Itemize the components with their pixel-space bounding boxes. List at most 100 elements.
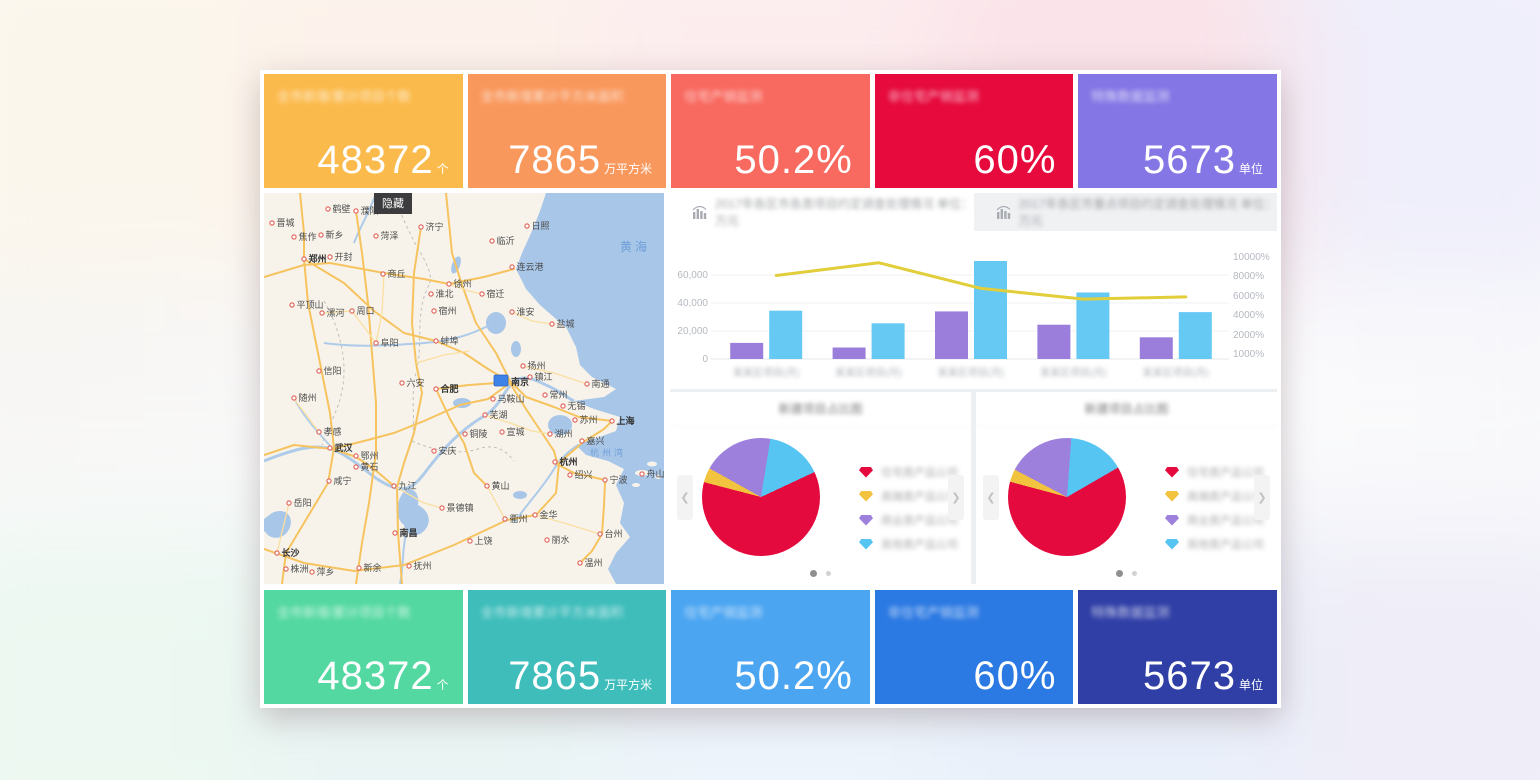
legend-item[interactable]: 其他类产品公司 [1165, 536, 1264, 552]
stat-title: 全市新增/累计项目个数 [277, 89, 411, 104]
city-label: 嘉兴 [587, 435, 605, 446]
stat-value: 50.2% [734, 654, 853, 698]
legend-item[interactable]: 商业类产品公司 [859, 512, 958, 528]
legend-item[interactable]: 商业类产品公司 [1165, 512, 1264, 528]
stat-card: 特殊数据监测 5673 单位 [1078, 590, 1277, 704]
city-label: 温州 [585, 558, 603, 568]
bar-blue[interactable] [974, 261, 1007, 359]
stat-title: 特殊数据监测 [1091, 89, 1170, 104]
legend-gem-icon [859, 490, 873, 502]
carousel-next-button[interactable]: ❯ [948, 475, 964, 520]
city-marker [356, 565, 362, 571]
city-label: 抚州 [414, 560, 432, 571]
stat-title: 全市新增累计平方米面积 [480, 89, 624, 104]
city-label: 商丘 [388, 268, 406, 279]
city-label: 蚌埠 [441, 335, 459, 346]
city-marker [291, 395, 297, 401]
city-marker [527, 374, 533, 380]
city-label: 无锡 [568, 401, 586, 411]
carousel-prev-button[interactable]: ❮ [983, 475, 999, 520]
stat-unit: 万平方米 [604, 162, 653, 176]
svg-text:8000%: 8000% [1233, 271, 1264, 282]
legend-gem-icon [1165, 538, 1179, 550]
bar-blue[interactable] [769, 310, 803, 359]
city-marker [380, 271, 386, 277]
city-label: 孝感 [324, 426, 342, 437]
carousel-dot-active[interactable] [1116, 570, 1123, 577]
legend-item[interactable]: 高端类产品公司 [1165, 488, 1264, 504]
bar-chart-icon [692, 205, 707, 219]
carousel-next-button[interactable]: ❯ [1254, 475, 1270, 520]
sea-shape [516, 193, 664, 584]
city-marker [579, 438, 585, 444]
city-marker [353, 464, 359, 470]
city-marker [269, 220, 275, 226]
bar-purple[interactable] [730, 342, 764, 359]
stat-value: 60% [973, 138, 1057, 182]
city-marker [406, 563, 412, 569]
city-marker [584, 381, 590, 387]
legend-gem-icon [859, 466, 873, 478]
stat-card: 住宅产销监测 50.2% [671, 590, 870, 704]
bar-purple[interactable] [1139, 337, 1173, 359]
pie-legend: 住宅类产品公司 高端类产品公司商业类产品公司其他类产品公司 [859, 464, 958, 560]
city-label: 郑州 [309, 253, 327, 264]
chart-tabs: 2017年各区市各类项目约定调查处理情况 单位：万元 2017年各区市重点项目约… [670, 193, 1277, 231]
city-label: 扬州 [528, 360, 546, 371]
city-marker [433, 386, 439, 392]
city-marker [446, 281, 452, 287]
tab-label: 2017年各区市各类项目约定调查处理情况 单位：万元 [715, 197, 974, 228]
bar-purple[interactable] [832, 347, 866, 359]
legend-gem-icon [859, 514, 873, 526]
city-label: 丽水 [552, 534, 570, 545]
carousel-dot-active[interactable] [810, 570, 817, 577]
city-label: 黄石 [361, 461, 379, 472]
city-marker [439, 505, 445, 511]
combo-chart: 0 20,000 40,000 60,000 1000% 2000% 4000% 6000% 8… [677, 252, 1269, 379]
carousel-prev-button[interactable]: ❮ [677, 475, 693, 520]
carousel-dot[interactable] [1132, 571, 1137, 576]
city-marker [428, 291, 434, 297]
city-label: 信阳 [324, 365, 342, 376]
city-marker [520, 363, 526, 369]
bar-blue[interactable] [1178, 312, 1212, 359]
svg-text:40,000: 40,000 [677, 298, 708, 309]
legend-label: 商业类产品公司 [881, 515, 958, 527]
city-marker [392, 530, 398, 536]
trend-line[interactable] [774, 261, 1188, 301]
city-marker [509, 264, 515, 270]
tab-bar-chart-1[interactable]: 2017年各区市各类项目约定调查处理情况 单位：万元 [670, 193, 974, 231]
stat-title: 非住宅产销监测 [887, 605, 979, 620]
legend-label: 其他类产品公司 [1187, 539, 1264, 551]
city-marker [327, 445, 333, 451]
stat-card: 全市新增/累计项目个数 48372 个 [264, 590, 463, 704]
city-label: 淮安 [517, 306, 535, 317]
stat-unit: 单位 [1238, 678, 1263, 692]
city-marker [327, 254, 333, 260]
city-label: 湖州 [555, 429, 573, 439]
legend-item[interactable]: 其他类产品公司 [859, 536, 958, 552]
pie-chart-2[interactable] [1008, 438, 1126, 556]
bar-blue[interactable] [1076, 292, 1110, 360]
city-label: 长沙 [282, 547, 300, 558]
city-label: 济宁 [426, 221, 444, 232]
city-label: 铜陵 [470, 428, 488, 439]
svg-text:0: 0 [702, 354, 708, 365]
stat-card: 全市新增/累计项目个数 48372 个 [264, 74, 463, 188]
legend-item[interactable]: 住宅类产品公司 [859, 464, 958, 480]
map[interactable]: 黄海 杭州湾 晋城 鹤壁 濮阳 焦作 新乡 菏泽 济宁 郑州 开封 商丘 徐州 临沂 日照 连云港 淮北 宿州… [264, 193, 664, 584]
city-label: 焦作 [299, 231, 317, 242]
carousel-dot[interactable] [826, 571, 831, 576]
stat-unit: 单位 [1238, 162, 1263, 176]
bar-purple[interactable] [1037, 324, 1071, 359]
bar-purple[interactable] [935, 311, 968, 359]
city-label: 舟山 [647, 468, 665, 479]
legend-item[interactable]: 住宅类产品公司 [1165, 464, 1264, 480]
bar-blue[interactable] [871, 323, 905, 359]
pie-chart-1[interactable] [702, 438, 820, 556]
carousel-dots [670, 570, 971, 577]
tab-bar-chart-2[interactable]: 2017年各区市重点项目约定调查处理情况 单位：万元 [973, 193, 1277, 231]
legend-item[interactable]: 高端类产品公司 [859, 488, 958, 504]
city-marker [319, 310, 325, 316]
